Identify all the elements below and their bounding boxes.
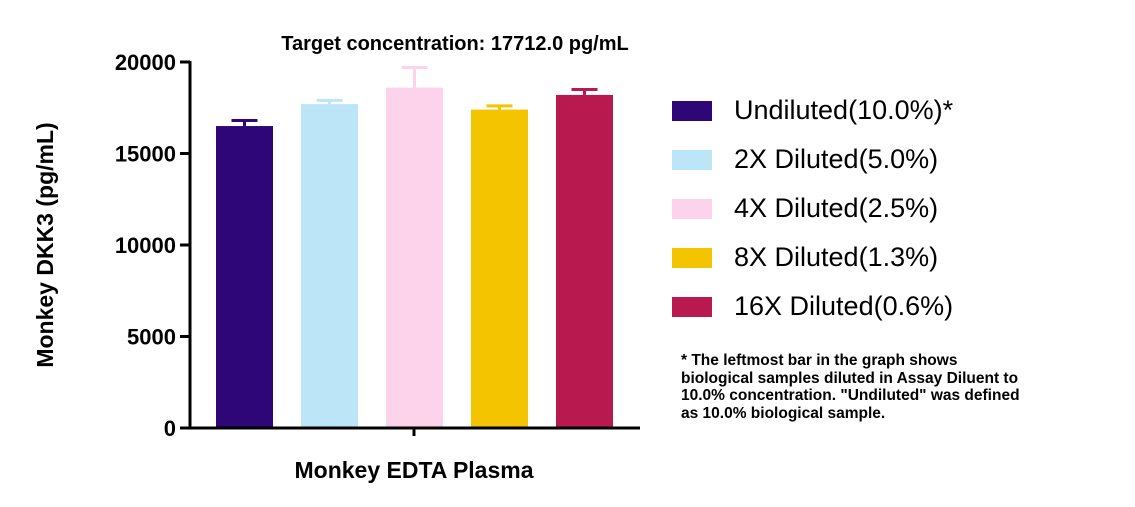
bars-layer	[216, 65, 613, 429]
footnote-line: biological samples diluted in Assay Dilu…	[681, 369, 1019, 387]
legend-label: 4X Diluted(2.5%)	[734, 193, 939, 223]
legend-label: 2X Diluted(5.0%)	[734, 144, 939, 174]
axes-layer: 0 5000 10000 15000 20000	[115, 50, 640, 441]
legend-swatch	[672, 149, 712, 170]
legend-label: 16X Diluted(0.6%)	[734, 291, 954, 321]
y-tick-label: 5000	[127, 325, 176, 350]
footnote: * The leftmost bar in the graph shows bi…	[681, 352, 1121, 422]
chart-title: Target concentration: 17712.0 pg/mL	[281, 33, 629, 55]
legend-item-16x: 16X Diluted(0.6%)	[672, 282, 953, 331]
x-axis-label: Monkey EDTA Plasma	[294, 457, 533, 483]
legend-swatch	[672, 100, 712, 121]
legend-label: 8X Diluted(1.3%)	[734, 242, 939, 272]
legend-swatch	[672, 296, 712, 317]
bar	[301, 104, 358, 428]
legend-item-undiluted: Undiluted(10.0%)*	[672, 86, 953, 135]
bar	[386, 87, 443, 429]
footnote-line: * The leftmost bar in the graph shows	[681, 352, 958, 369]
footnote-line: as 10.0% biological sample.	[681, 404, 886, 422]
legend: Undiluted(10.0%)* 2X Diluted(5.0%) 4X Di…	[672, 86, 953, 331]
legend-swatch	[672, 198, 712, 219]
bar	[471, 109, 528, 428]
legend-label: Undiluted(10.0%)*	[734, 95, 954, 125]
legend-item-4x: 4X Diluted(2.5%)	[672, 184, 953, 233]
legend-item-8x: 8X Diluted(1.3%)	[672, 233, 953, 282]
bar	[556, 94, 613, 428]
y-tick-label: 0	[164, 416, 176, 441]
legend-swatch	[672, 247, 712, 268]
y-axis-label: Monkey DKK3 (pg/mL)	[32, 122, 58, 367]
y-tick-label: 15000	[115, 142, 176, 167]
footnote-line: 10.0% concentration. "Undiluted" was def…	[681, 387, 1020, 404]
y-tick-label: 10000	[115, 233, 176, 258]
legend-item-2x: 2X Diluted(5.0%)	[672, 135, 953, 184]
y-tick-label: 20000	[115, 50, 176, 75]
bar	[216, 126, 273, 429]
